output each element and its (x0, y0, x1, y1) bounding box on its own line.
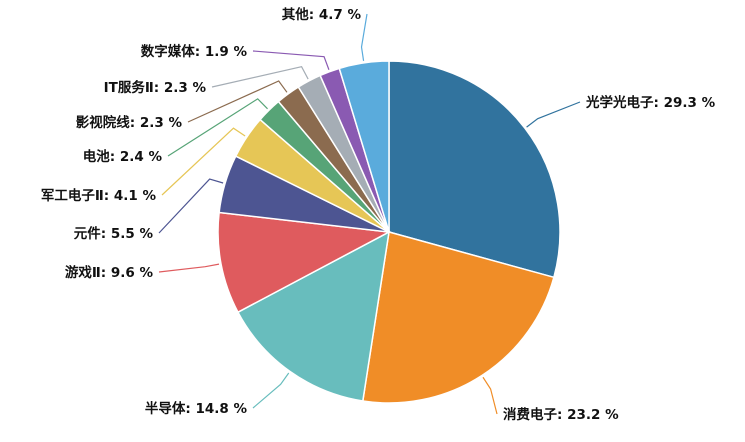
slice-label: 半导体: 14.8 % (145, 400, 248, 417)
pie-slice (236, 230, 390, 402)
pie-slice (338, 60, 390, 233)
leader-line (158, 263, 220, 273)
leader-line (360, 13, 368, 61)
slice-label: 电池: 2.4 % (83, 148, 163, 165)
leader-line (482, 376, 498, 415)
leader-line (161, 127, 246, 196)
pie-slice (217, 211, 392, 314)
slice-label: 光学光电子: 29.3 % (585, 94, 716, 111)
leader-line (158, 178, 224, 234)
leader-line (252, 372, 290, 409)
leader-line (252, 50, 330, 70)
leader-line (526, 101, 581, 128)
slice-label: 军工电子Ⅱ: 4.1 % (41, 187, 157, 204)
slice-label: 其他: 4.7 % (282, 6, 362, 23)
leader-line (211, 66, 309, 88)
pie-slice (388, 60, 561, 279)
slice-label: IT服务Ⅱ: 2.3 % (104, 79, 207, 96)
slice-label: 游戏Ⅱ: 9.6 % (65, 264, 154, 281)
leader-line (187, 80, 288, 123)
slice-label: 消费电子: 23.2 % (503, 406, 619, 423)
slice-label: 数字媒体: 1.9 % (141, 43, 248, 60)
leader-line (167, 98, 268, 157)
slice-label: 影视院线: 2.3 % (76, 114, 183, 131)
slice-label: 元件: 5.5 % (74, 225, 154, 242)
pie-slice (361, 231, 555, 404)
